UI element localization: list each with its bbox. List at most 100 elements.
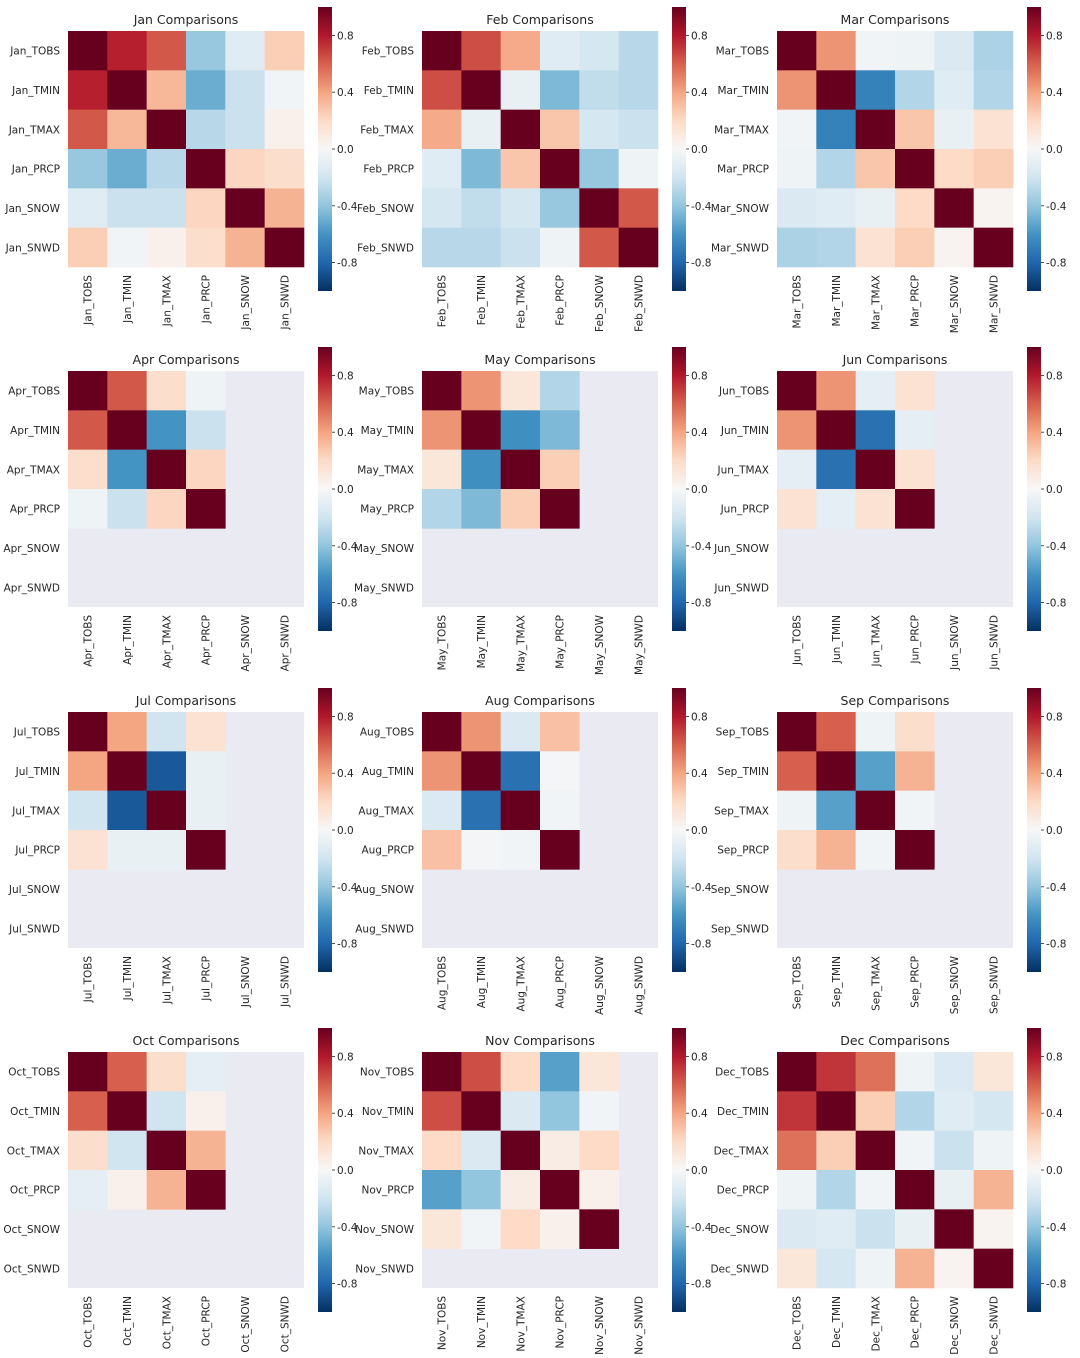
heatmap-cell xyxy=(68,410,108,450)
heatmap-cell xyxy=(816,1130,856,1171)
heatmap-cell xyxy=(816,227,856,268)
x-tick-label: Feb_TMAX xyxy=(515,275,527,329)
heatmap-cell xyxy=(500,31,541,71)
heatmap-cell xyxy=(422,1091,462,1131)
heatmap-cell xyxy=(855,1130,896,1171)
heatmap-cell xyxy=(895,489,935,529)
colorbar-tick-label: -0.4 xyxy=(1046,541,1067,553)
heatmap-cell xyxy=(777,227,817,268)
heatmap-cell xyxy=(579,149,619,189)
y-tick-label: May_TOBS xyxy=(359,386,415,398)
heatmap-cell xyxy=(461,149,501,189)
heatmap-cell xyxy=(855,1170,896,1210)
heatmap-cell xyxy=(461,1209,501,1249)
heatmap-cell xyxy=(186,1130,226,1171)
heatmap-cell xyxy=(855,830,896,870)
heatmap-cell xyxy=(500,1130,541,1171)
y-tick-label: Feb_TMAX xyxy=(360,124,414,136)
heatmap-cell xyxy=(500,1091,541,1131)
y-tick-label: Apr_TMIN xyxy=(10,425,60,437)
heatmap-cell xyxy=(146,790,187,831)
heatmap-cell xyxy=(777,712,817,752)
colorbar-tick-label: 0.4 xyxy=(1046,87,1063,99)
heatmap-cell xyxy=(68,489,108,529)
heatmap-cell xyxy=(422,149,462,189)
colorbar-tick-label: 0.4 xyxy=(691,768,708,780)
heatmap-cell xyxy=(146,70,187,110)
heatmap-cell xyxy=(579,109,619,150)
colorbar-tick-label: 0.0 xyxy=(1046,825,1063,837)
heatmap-cell xyxy=(500,830,541,870)
y-tick-label: May_PRCP xyxy=(360,504,414,516)
heatmap-cell xyxy=(225,149,265,189)
heatmap-cell xyxy=(422,70,462,110)
x-tick-label: Apr_TMAX xyxy=(161,615,173,668)
heatmap-cell xyxy=(540,31,580,71)
heatmap-cell xyxy=(855,149,896,189)
heatmap-cell xyxy=(107,70,147,110)
heatmap-cell xyxy=(934,188,974,228)
colorbar-tick-label: 0.0 xyxy=(691,1165,708,1177)
heatmap-cell xyxy=(461,712,501,752)
heatmap-cell xyxy=(973,227,1014,268)
heatmap-cell xyxy=(777,1052,817,1092)
colorbar xyxy=(672,7,686,291)
y-tick-label: Nov_SNOW xyxy=(355,1224,415,1236)
heatmap-cell xyxy=(422,751,462,791)
y-tick-label: Oct_TOBS xyxy=(8,1067,60,1079)
colorbar-tick-label: -0.8 xyxy=(691,1279,712,1291)
y-tick-label: Mar_SNWD xyxy=(711,242,769,254)
heatmap-cell xyxy=(186,410,226,450)
heatmap-cell xyxy=(461,1052,501,1092)
y-tick-label: Jan_TOBS xyxy=(9,46,60,58)
heatmap-cell xyxy=(579,31,619,71)
heatmap-cell xyxy=(816,790,856,831)
x-tick-label: Dec_SNWD xyxy=(988,1296,1000,1355)
x-tick-label: Dec_PRCP xyxy=(910,1296,922,1348)
colorbar-tick-label: -0.8 xyxy=(1046,598,1067,610)
heatmap-cell xyxy=(895,830,935,870)
heatmap-cell xyxy=(579,188,619,228)
heatmap-cell xyxy=(816,489,856,529)
heatmap-cell xyxy=(146,1052,187,1092)
heatmap-cell xyxy=(146,31,187,71)
heatmap-cell xyxy=(225,188,265,228)
colorbar-tick-label: 0.8 xyxy=(691,30,708,42)
heatmap-cell xyxy=(540,188,580,228)
heatmap-cell xyxy=(895,1091,935,1131)
heatmap-title: Aug Comparisons xyxy=(485,693,595,708)
y-tick-label: May_SNWD xyxy=(354,582,414,594)
x-tick-label: Apr_TMIN xyxy=(122,615,134,665)
colorbar-tick-label: 0.0 xyxy=(1046,484,1063,496)
heatmap-cell xyxy=(500,489,541,529)
y-tick-label: Nov_SNWD xyxy=(355,1263,414,1275)
x-tick-label: Sep_SNWD xyxy=(988,956,1000,1014)
colorbar-tick-label: 0.4 xyxy=(1046,768,1063,780)
heatmap-cell xyxy=(422,1130,462,1171)
x-tick-label: Mar_SNOW xyxy=(949,274,961,333)
x-tick-label: Jan_TOBS xyxy=(83,275,95,326)
heatmap-cell xyxy=(777,1170,817,1210)
colorbar xyxy=(318,347,332,631)
heatmap-cell xyxy=(895,751,935,791)
heatmap-cell xyxy=(500,1170,541,1210)
y-tick-label: Mar_SNOW xyxy=(711,203,770,215)
y-tick-label: Mar_TMAX xyxy=(714,124,769,136)
y-tick-label: Jun_PRCP xyxy=(720,504,769,516)
x-tick-label: Dec_SNOW xyxy=(949,1295,961,1354)
x-tick-label: Jul_PRCP xyxy=(201,956,213,1002)
colorbar-tick-label: 0.8 xyxy=(1046,30,1063,42)
heatmap-cell xyxy=(895,410,935,450)
colorbar xyxy=(1027,1028,1041,1312)
colorbar-tick-label: -0.8 xyxy=(1046,1279,1067,1291)
y-tick-label: Nov_TOBS xyxy=(360,1067,414,1079)
x-tick-label: Jun_TMAX xyxy=(870,615,882,668)
heatmap-cell xyxy=(500,188,541,228)
heatmap-cell xyxy=(68,751,108,791)
heatmap-cell xyxy=(579,1091,619,1131)
heatmap-cell xyxy=(264,149,305,189)
heatmap-cell xyxy=(777,70,817,110)
heatmap-cell xyxy=(225,70,265,110)
colorbar xyxy=(672,688,686,972)
